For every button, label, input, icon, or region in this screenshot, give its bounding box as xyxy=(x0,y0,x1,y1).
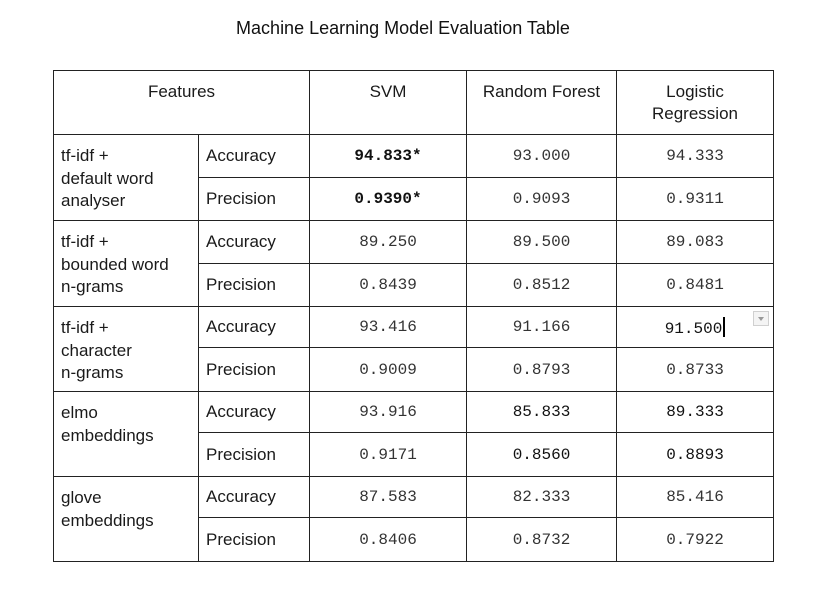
table-row: tf-idf + character n-grams Accuracy 93.416… xyxy=(53,306,774,392)
metric-cell[interactable]: Precision xyxy=(198,263,310,307)
value-cell[interactable]: 0.9009 xyxy=(309,347,467,392)
value-cell[interactable]: 87.583 xyxy=(309,476,467,518)
value-cell[interactable]: 0.8439 xyxy=(309,263,467,307)
metric-cell[interactable]: Precision xyxy=(198,347,310,392)
value-cell[interactable]: 0.9390* xyxy=(309,177,467,221)
value-cell[interactable]: 93.416 xyxy=(309,306,467,348)
value-cell[interactable]: 89.500 xyxy=(466,220,617,264)
value-cell[interactable]: 91.166 xyxy=(466,306,617,348)
text-cursor xyxy=(723,316,726,337)
value-cell[interactable]: 85.833 xyxy=(466,391,617,433)
value-cell[interactable]: 0.8406 xyxy=(309,517,467,562)
feature-cell-elmo[interactable]: elmo embeddings xyxy=(53,391,199,477)
metric-cell[interactable]: Precision xyxy=(198,517,310,562)
value-cell[interactable]: 89.333 xyxy=(616,391,774,433)
page-title: Machine Learning Model Evaluation Table xyxy=(236,18,570,38)
value-cell[interactable]: 0.9311 xyxy=(616,177,774,221)
value-cell[interactable]: 94.833* xyxy=(309,134,467,178)
value-cell[interactable]: 93.000 xyxy=(466,134,617,178)
value-cell[interactable]: 0.7922 xyxy=(616,517,774,562)
value-cell[interactable]: 0.9171 xyxy=(309,432,467,477)
header-random-forest[interactable]: Random Forest xyxy=(466,70,617,135)
metric-cell[interactable]: Accuracy xyxy=(198,476,310,518)
value-cell[interactable]: 0.8481 xyxy=(616,263,774,307)
table-row: Precision 0.8406 0.8732 0.7922 xyxy=(54,517,774,562)
table-row: tf-idf + default word analyser Accuracy 94… xyxy=(53,134,774,221)
metric-cell[interactable]: Accuracy xyxy=(198,306,310,348)
active-value-cell[interactable]: 91.500 xyxy=(616,306,774,348)
metric-cell[interactable]: Precision xyxy=(198,432,310,477)
feature-cell-glove[interactable]: glove embeddings xyxy=(53,476,199,562)
value-cell[interactable]: 89.083 xyxy=(616,220,774,264)
feature-cell-tfidf-bounded[interactable]: tf-idf + bounded word n-grams xyxy=(53,220,199,307)
value-cell[interactable]: 0.8732 xyxy=(466,517,617,562)
metric-cell[interactable]: Precision xyxy=(198,177,310,221)
table-row: glove embeddings Accuracy 87.583 82.333 8… xyxy=(53,476,774,562)
header-logistic-regression[interactable]: Logistic Regression xyxy=(616,70,774,135)
value-cell[interactable]: 94.333 xyxy=(616,134,774,178)
value-cell[interactable]: 0.8560 xyxy=(466,432,617,477)
header-svm[interactable]: SVM xyxy=(309,70,467,135)
value-cell[interactable]: 0.8793 xyxy=(466,347,617,392)
metric-cell[interactable]: Accuracy xyxy=(198,220,310,264)
table-row: elmo embeddings Accuracy 93.916 85.833 89… xyxy=(53,391,774,477)
value-cell[interactable]: 0.9093 xyxy=(466,177,617,221)
table-row: Precision 0.8439 0.8512 0.8481 xyxy=(54,263,774,307)
value-cell[interactable]: 89.250 xyxy=(309,220,467,264)
header-row: Features SVM Random Forest Logistic Regre… xyxy=(53,70,774,135)
table-row: Precision 0.9009 0.8793 0.8733 xyxy=(54,347,774,392)
value-cell[interactable]: 93.916 xyxy=(309,391,467,433)
feature-cell-tfidf-default[interactable]: tf-idf + default word analyser xyxy=(53,134,199,221)
value-cell[interactable]: 85.416 xyxy=(616,476,774,518)
header-features[interactable]: Features xyxy=(53,70,310,135)
value-cell[interactable]: 0.8512 xyxy=(466,263,617,307)
evaluation-table: Features SVM Random Forest Logistic Regre… xyxy=(53,70,774,562)
table-row: tf-idf + bounded word n-grams Accuracy 89.… xyxy=(53,220,774,307)
table-row: Precision 0.9390* 0.9093 0.9311 xyxy=(54,177,774,221)
value-cell[interactable]: 0.8733 xyxy=(616,347,774,392)
chevron-down-icon[interactable] xyxy=(753,311,769,326)
metric-cell[interactable]: Accuracy xyxy=(198,134,310,178)
feature-cell-tfidf-character[interactable]: tf-idf + character n-grams xyxy=(53,306,199,392)
metric-cell[interactable]: Accuracy xyxy=(198,391,310,433)
table-row: Precision 0.9171 0.8560 0.8893 xyxy=(54,432,774,477)
value-cell[interactable]: 0.8893 xyxy=(616,432,774,477)
value-cell[interactable]: 82.333 xyxy=(466,476,617,518)
